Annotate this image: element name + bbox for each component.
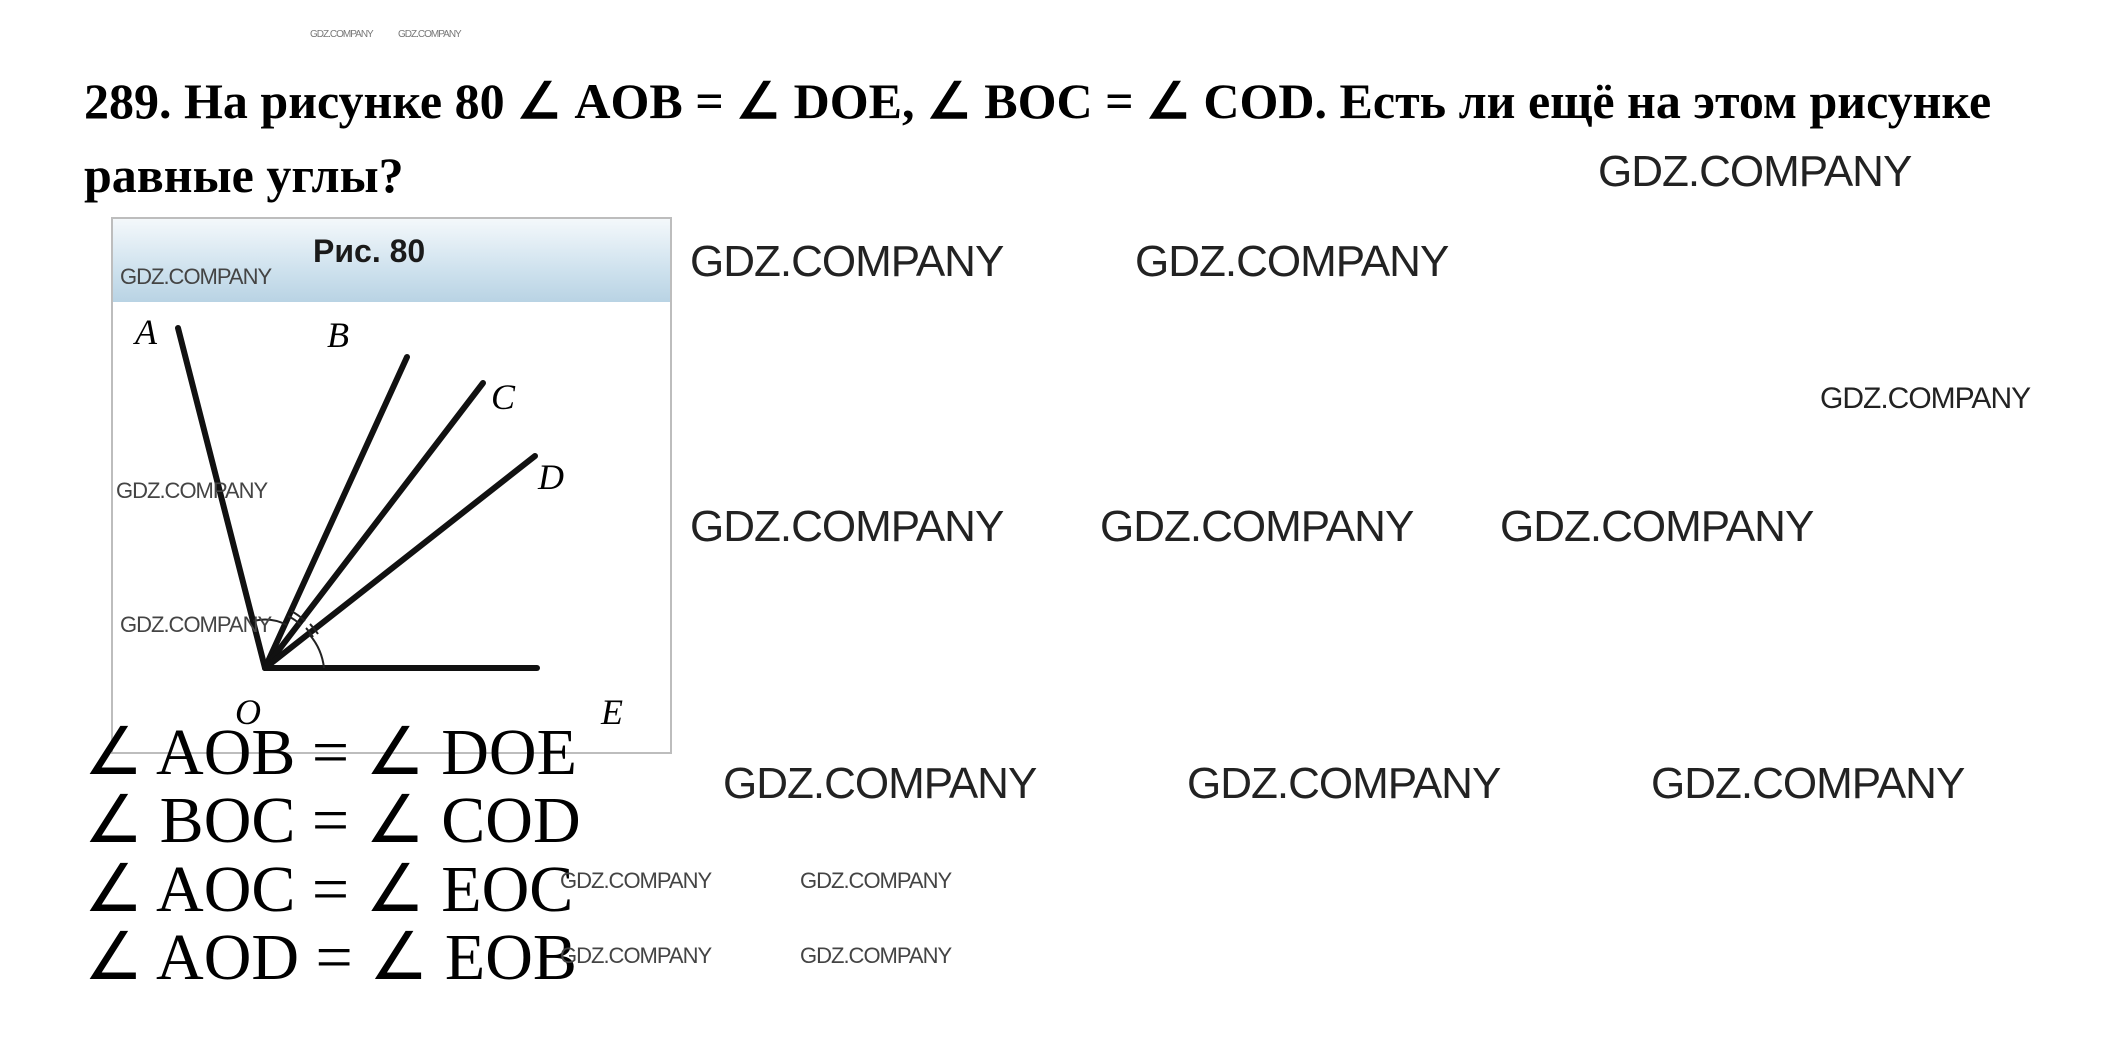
watermark: GDZ.COMPANY bbox=[120, 612, 272, 637]
figure-80: Рис. 80 A B C D O E bbox=[111, 217, 672, 754]
watermark: GDZ.COMPANY bbox=[800, 943, 952, 968]
arc-cod-1 bbox=[305, 627, 314, 638]
answer-line-2: ∠ BOC = ∠ COD bbox=[84, 784, 581, 857]
watermark: GDZ.COMPANY bbox=[690, 502, 1004, 551]
arc-cod-2 bbox=[309, 623, 319, 635]
watermark: GDZ.COMPANY bbox=[690, 237, 1004, 286]
watermark: GDZ.COMPANY bbox=[116, 478, 268, 503]
angle-diagram: A B C D O E bbox=[133, 312, 623, 732]
watermark: GDZ.COMPANY bbox=[310, 29, 374, 40]
watermark: GDZ.COMPANY bbox=[560, 943, 712, 968]
arc-aob bbox=[252, 618, 288, 626]
arc-boc-2 bbox=[290, 610, 306, 622]
watermark: GDZ.COMPANY bbox=[398, 29, 462, 40]
watermark: GDZ.COMPANY bbox=[723, 759, 1037, 808]
label-e: E bbox=[600, 692, 623, 732]
ray-oc bbox=[262, 380, 486, 671]
label-c: C bbox=[491, 377, 516, 417]
watermark: GDZ.COMPANY bbox=[120, 264, 272, 289]
label-a: A bbox=[133, 312, 158, 352]
watermark: GDZ.COMPANY bbox=[1651, 759, 1965, 808]
arc-boc-1 bbox=[287, 615, 302, 626]
watermark: GDZ.COMPANY bbox=[1500, 502, 1814, 551]
label-o: O bbox=[235, 692, 261, 732]
problem-statement: 289. На рисунке 80 ∠ AOB = ∠ DOE, ∠ BOC … bbox=[84, 73, 1992, 203]
answer-line-4: ∠ AOD = ∠ EOB bbox=[84, 921, 577, 994]
figure-header: Рис. 80 bbox=[113, 219, 670, 302]
watermark: GDZ.COMPANY bbox=[1598, 147, 1912, 196]
watermark: GDZ.COMPANY bbox=[1187, 759, 1501, 808]
ray-oa bbox=[175, 325, 268, 671]
watermark: GDZ.COMPANY bbox=[1100, 502, 1414, 551]
watermark: GDZ.COMPANY bbox=[560, 868, 712, 893]
watermark: GDZ.COMPANY bbox=[1135, 237, 1449, 286]
label-b: B bbox=[327, 315, 349, 355]
label-d: D bbox=[537, 457, 564, 497]
answer-line-1: ∠ AOB = ∠ DOE bbox=[84, 716, 577, 789]
watermark: GDZ.COMPANY bbox=[1820, 382, 2031, 415]
figure-caption: Рис. 80 bbox=[313, 233, 426, 269]
answer-line-3: ∠ AOC = ∠ EOC bbox=[84, 853, 574, 926]
watermark: GDZ.COMPANY bbox=[800, 868, 952, 893]
arc-doe bbox=[308, 633, 325, 669]
